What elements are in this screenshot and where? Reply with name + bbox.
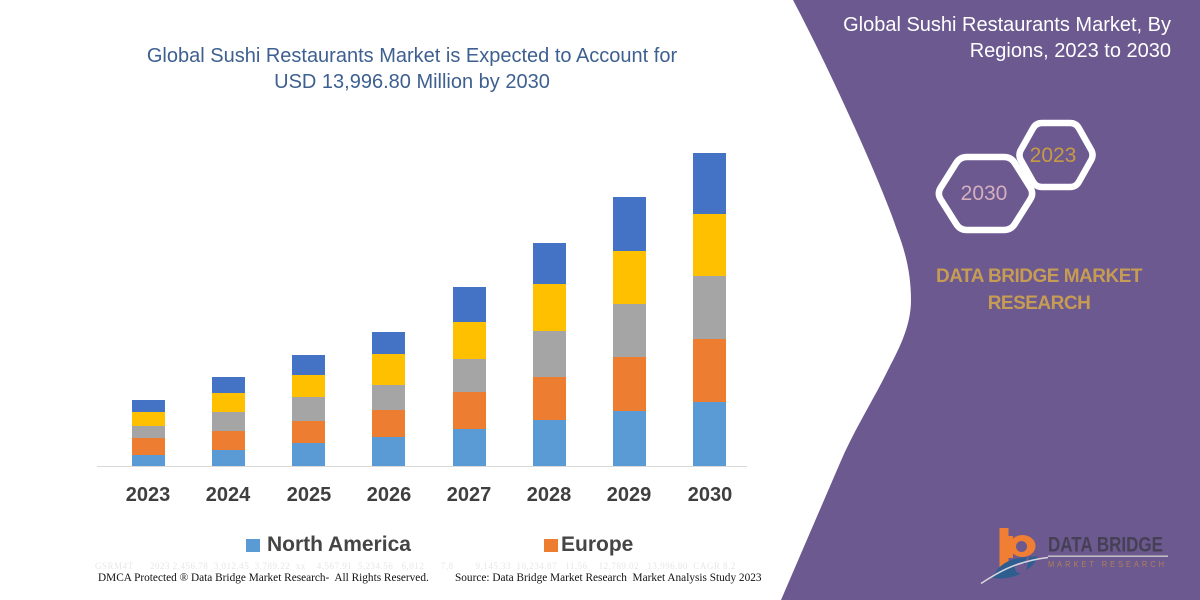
svg-text:DATA BRIDGE: DATA BRIDGE bbox=[1048, 534, 1163, 557]
svg-text:MARKET RESEARCH: MARKET RESEARCH bbox=[1048, 560, 1167, 569]
svg-text:2030: 2030 bbox=[961, 182, 1008, 205]
svg-text:2023: 2023 bbox=[1030, 144, 1077, 167]
